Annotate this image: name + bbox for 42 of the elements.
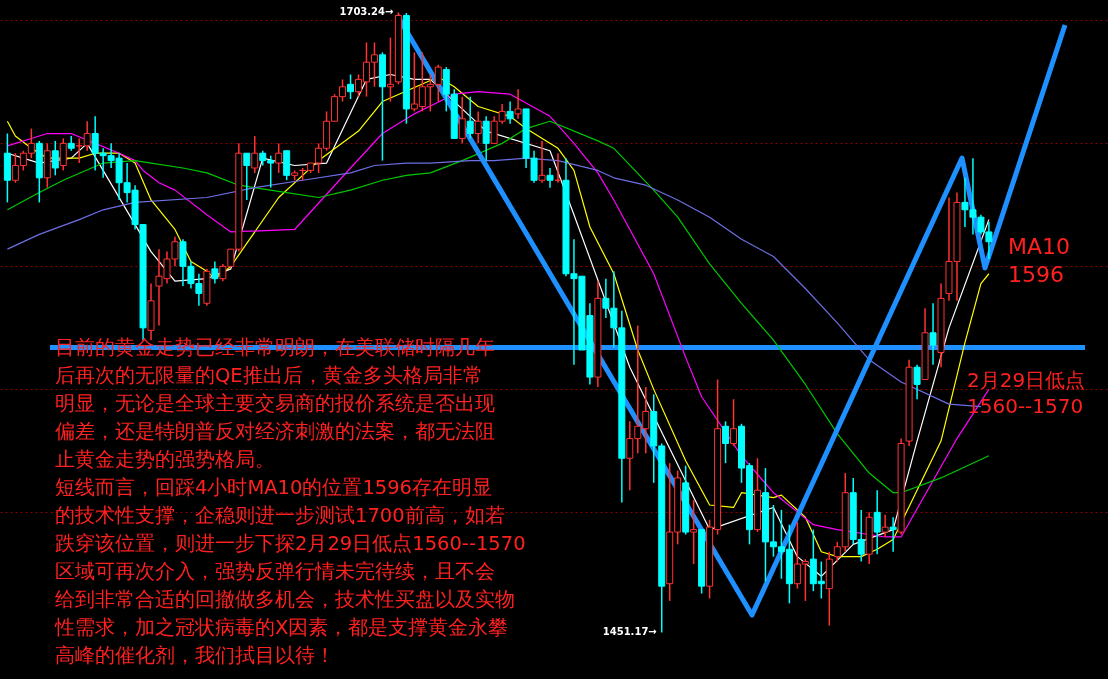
- annotation: 区域可再次介入，强势反弹行情未完待续，且不会: [55, 560, 495, 583]
- candlestick: [59, 137, 67, 172]
- text: MA10: [1008, 234, 1071, 259]
- annotation: 给到非常合适的回撤做多机会，技术性买盘以及实物: [55, 588, 515, 611]
- candlestick: [546, 167, 554, 189]
- candlestick: [51, 140, 59, 177]
- candlestick: [251, 135, 259, 174]
- candlestick: [347, 73, 355, 100]
- candlestick: [466, 95, 474, 140]
- annotation: 跌穿该位置，则进一步下探2月29日低点1560--1570: [55, 532, 526, 555]
- candlestick: [730, 398, 738, 447]
- candlestick: [538, 140, 546, 184]
- annotation: 短线而言，回踩4小时MA10的位置1596存在明显: [55, 476, 493, 499]
- candlestick: [722, 420, 730, 464]
- annotation: 的技术性支撑，企稳则进一步测试1700前高，如若: [55, 504, 505, 527]
- annotation: 后再次的无限量的QE推出后，黄金多头格局非常: [55, 364, 483, 387]
- candlestick: [913, 364, 921, 400]
- candlestick: [243, 152, 251, 201]
- candlestick: [83, 120, 91, 152]
- candlestick: [482, 115, 490, 162]
- annotation: 性需求，加之冠状病毒的X因素，都是支撑黄金永攀: [54, 616, 509, 639]
- candlestick: [929, 302, 937, 366]
- annotation: 2月29日低点: [967, 368, 1086, 392]
- candlestick: [873, 489, 881, 555]
- candlestick: [889, 516, 897, 553]
- candlestick: [275, 142, 283, 174]
- candlestick: [386, 36, 394, 103]
- candlestick: [506, 100, 514, 125]
- candlestick: [690, 499, 698, 565]
- annotation: 偏差，还是特朗普反对经济刺激的法案，都无法阻: [55, 420, 495, 443]
- candlestick: [881, 514, 889, 538]
- annotation: 明显，无论是全球主要交易商的报价系统是否出现: [55, 392, 495, 415]
- annotation: 目前的黄金走势已经非常明朗，在美联储时隔几年: [55, 336, 495, 359]
- annotation: 1451.17→: [602, 626, 657, 638]
- text: 高峰的催化剂，我们拭目以待！: [55, 644, 335, 667]
- candlestick: [474, 110, 482, 145]
- candlestick: [458, 95, 466, 145]
- text: 1596: [1008, 262, 1064, 287]
- candlestick: [211, 260, 219, 285]
- candlestick: [514, 88, 522, 120]
- annotation: 1703.24→: [339, 6, 394, 18]
- annotation: 止黄金走势的强势格局。: [55, 448, 275, 471]
